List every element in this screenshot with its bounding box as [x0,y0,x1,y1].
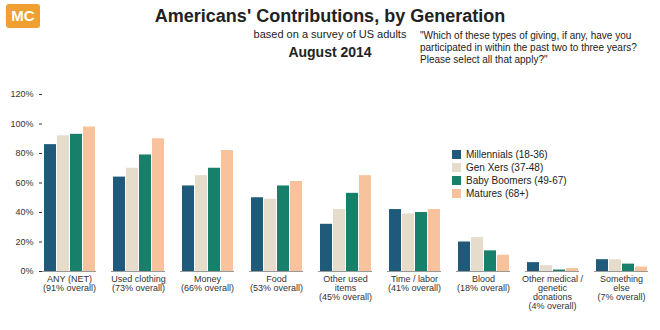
svg-text:Time / labor(41% overall): Time / labor(41% overall) [388,274,441,293]
svg-text:80%: 80% [15,148,33,158]
svg-text:60%: 60% [15,178,33,188]
html-text:Americans' Contributions, by G: Americans' Contributions, by Generation [154,6,506,26]
svg-text:Somethingelse(7% overall): Somethingelse(7% overall) [597,274,645,302]
html-text:Gen Xers (37-48): Gen Xers (37-48) [466,162,544,173]
html-text:based on a survey of US adults: based on a survey of US adults [253,28,407,40]
svg-text:Other useditems(45% overall): Other useditems(45% overall) [319,274,372,302]
svg-text:20%: 20% [15,237,33,247]
html-text:"Which of these types of givin: "Which of these types of giving, if any,… [420,30,637,65]
html-text:Matures (68+): Matures (68+) [466,188,529,199]
html-text:MC: MC [11,7,35,24]
svg-text:40%: 40% [15,207,33,217]
html-text:Millennials (18-36): Millennials (18-36) [466,149,548,160]
svg-text:Used clothing(73% overall): Used clothing(73% overall) [111,274,166,293]
html-text:Baby Boomers (49-67): Baby Boomers (49-67) [466,175,567,186]
svg-text:Food(53% overall): Food(53% overall) [250,274,303,293]
svg-text:Other medical /geneticdonation: Other medical /geneticdonations(4% overa… [522,274,584,311]
svg-text:100%: 100% [10,119,33,129]
svg-text:0%: 0% [20,266,33,276]
svg-text:120%: 120% [10,89,33,99]
svg-text:Blood(18% overall): Blood(18% overall) [457,274,510,293]
html-text:August 2014: August 2014 [288,44,372,60]
svg-text:Money(66% overall): Money(66% overall) [181,274,234,293]
svg-text:ANY (NET)(91% overall): ANY (NET)(91% overall) [43,274,96,293]
